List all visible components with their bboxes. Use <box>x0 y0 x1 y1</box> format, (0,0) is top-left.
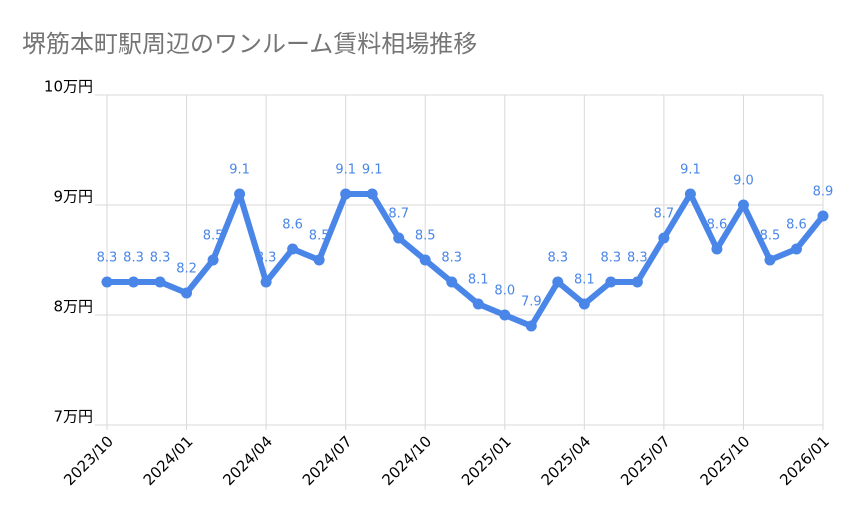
data-label: 8.6 <box>282 218 303 233</box>
point <box>552 276 564 288</box>
x-tick-label: 2025/10 <box>697 432 754 489</box>
y-tick-label: 8万円 <box>53 298 93 316</box>
data-label: 8.3 <box>601 251 622 266</box>
x-tick-label: 2024/01 <box>140 432 197 489</box>
x-tick-label: 2025/07 <box>617 432 674 489</box>
x-tick-label: 2026/01 <box>776 432 833 489</box>
data-label: 8.2 <box>176 262 197 277</box>
point <box>340 188 352 200</box>
point <box>790 243 802 255</box>
point <box>419 254 431 266</box>
data-label: 8.3 <box>123 251 144 266</box>
point <box>446 276 458 288</box>
point <box>366 188 378 200</box>
chart-title: 堺筋本町駅周辺のワンルーム賃料相場推移 <box>22 30 477 58</box>
data-label: 8.3 <box>256 251 277 266</box>
point <box>101 276 113 288</box>
point <box>181 287 193 299</box>
point <box>313 254 325 266</box>
data-label: 8.7 <box>388 207 409 222</box>
point <box>605 276 617 288</box>
point <box>260 276 272 288</box>
point <box>578 298 590 310</box>
point <box>525 320 537 332</box>
data-label: 8.6 <box>786 218 807 233</box>
data-label: 8.7 <box>654 207 675 222</box>
point <box>154 276 166 288</box>
data-label: 8.3 <box>150 251 171 266</box>
point <box>631 276 643 288</box>
line <box>107 191 826 329</box>
data-label: 8.3 <box>627 251 648 266</box>
point <box>658 232 670 244</box>
data-label: 8.5 <box>415 229 436 244</box>
data-label: 9.1 <box>229 163 250 178</box>
point <box>499 309 511 321</box>
data-label: 8.3 <box>547 251 568 266</box>
point <box>472 298 484 310</box>
data-label: 8.3 <box>97 251 118 266</box>
x-tick-label: 2025/01 <box>458 432 515 489</box>
data-label: 8.5 <box>203 229 224 244</box>
data-label: 8.5 <box>309 229 330 244</box>
x-tick-label: 2024/07 <box>299 432 356 489</box>
y-tick-label: 9万円 <box>53 188 93 206</box>
data-label: 9.1 <box>362 163 383 178</box>
data-label: 9.1 <box>335 163 356 178</box>
point <box>764 254 776 266</box>
y-tick-label: 10万円 <box>44 78 93 96</box>
x-tick-label: 2023/10 <box>60 432 117 489</box>
point <box>684 188 696 200</box>
data-label: 9.1 <box>680 163 701 178</box>
point <box>234 188 246 200</box>
data-label: 7.9 <box>521 295 542 310</box>
data-label: 8.1 <box>468 273 489 288</box>
point <box>711 243 723 255</box>
data-label: 8.3 <box>441 251 462 266</box>
data-label: 8.1 <box>574 273 595 288</box>
x-tick-label: 2024/10 <box>378 432 435 489</box>
point <box>737 199 749 211</box>
point <box>128 276 140 288</box>
point <box>817 210 829 222</box>
data-label: 8.5 <box>760 229 781 244</box>
y-tick-label: 7万円 <box>53 408 93 426</box>
point <box>207 254 219 266</box>
data-label: 8.0 <box>494 284 515 299</box>
data-label: 8.6 <box>707 218 728 233</box>
x-tick-label: 2024/04 <box>219 432 276 489</box>
point <box>393 232 405 244</box>
point <box>287 243 299 255</box>
x-tick-label: 2025/04 <box>538 432 595 489</box>
data-label: 9.0 <box>733 174 754 189</box>
data-label: 8.9 <box>813 185 834 200</box>
